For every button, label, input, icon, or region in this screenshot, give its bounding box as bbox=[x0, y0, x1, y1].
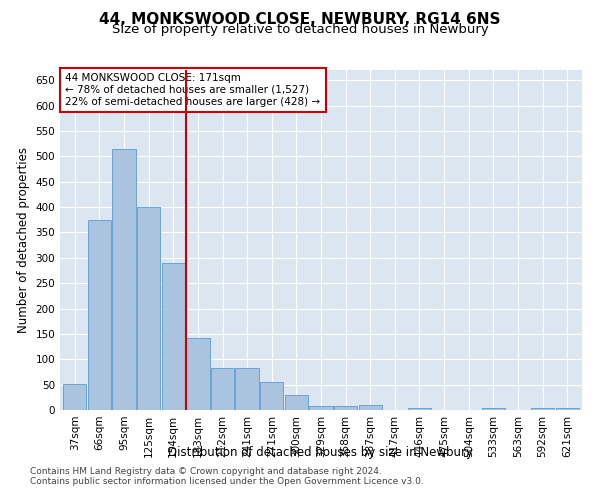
Bar bbox=[211, 368, 234, 410]
Text: Contains HM Land Registry data © Crown copyright and database right 2024.: Contains HM Land Registry data © Crown c… bbox=[30, 467, 382, 476]
Bar bbox=[482, 408, 505, 410]
Bar bbox=[161, 263, 185, 410]
Bar bbox=[334, 406, 358, 410]
Bar bbox=[235, 368, 259, 410]
Bar bbox=[556, 408, 579, 410]
Text: Size of property relative to detached houses in Newbury: Size of property relative to detached ho… bbox=[112, 24, 488, 36]
Bar bbox=[63, 384, 86, 410]
Text: 44, MONKSWOOD CLOSE, NEWBURY, RG14 6NS: 44, MONKSWOOD CLOSE, NEWBURY, RG14 6NS bbox=[99, 12, 501, 28]
Bar bbox=[88, 220, 111, 410]
Bar bbox=[284, 395, 308, 410]
Bar bbox=[260, 382, 283, 410]
Bar bbox=[408, 408, 431, 410]
Text: 44 MONKSWOOD CLOSE: 171sqm
← 78% of detached houses are smaller (1,527)
22% of s: 44 MONKSWOOD CLOSE: 171sqm ← 78% of deta… bbox=[65, 74, 320, 106]
Bar bbox=[359, 405, 382, 410]
Bar bbox=[531, 408, 554, 410]
Bar bbox=[186, 338, 209, 410]
Text: Contains public sector information licensed under the Open Government Licence v3: Contains public sector information licen… bbox=[30, 477, 424, 486]
Text: Distribution of detached houses by size in Newbury: Distribution of detached houses by size … bbox=[169, 446, 473, 459]
Bar bbox=[137, 207, 160, 410]
Bar bbox=[310, 406, 332, 410]
Y-axis label: Number of detached properties: Number of detached properties bbox=[17, 147, 30, 333]
Bar bbox=[112, 148, 136, 410]
